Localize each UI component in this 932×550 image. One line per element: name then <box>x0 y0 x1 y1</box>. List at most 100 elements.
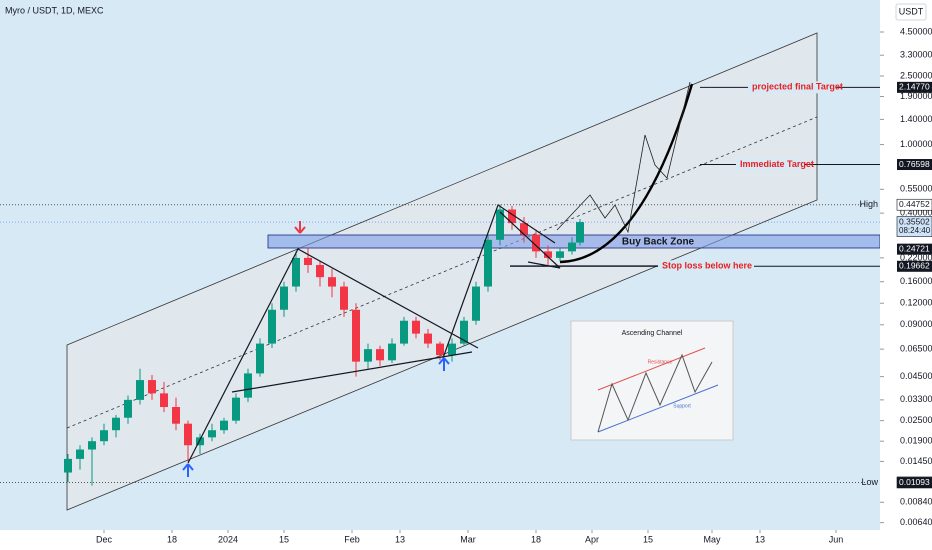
y-tick-label: 2.50000 <box>900 70 932 80</box>
x-tick-label: Feb <box>344 534 360 544</box>
target-label: projected final Target <box>752 82 843 92</box>
y-tick-label: 0.55000 <box>900 184 932 194</box>
bottom-arrow <box>182 463 194 477</box>
y-tick-label: 0.01450 <box>900 456 932 466</box>
price-badge-label: 2.14770 <box>899 82 930 92</box>
candle-body <box>316 265 324 278</box>
candle-body <box>436 343 444 356</box>
candle-body <box>148 380 156 394</box>
x-tick-label: 2024 <box>218 534 238 544</box>
inset-support-label: Support <box>673 403 691 409</box>
y-tick-label: 0.01900 <box>900 436 932 446</box>
y-tick-label: 0.09000 <box>900 319 932 329</box>
extreme-label: High <box>859 199 878 209</box>
candle-body <box>100 430 108 442</box>
price-badge-label: 0.76598 <box>899 159 930 169</box>
x-tick-label: Jun <box>829 534 844 544</box>
candle-body <box>292 257 300 287</box>
x-tick-label: 18 <box>167 534 177 544</box>
y-tick-label: 0.02500 <box>900 415 932 425</box>
price-badge <box>897 243 932 255</box>
extreme-label: Low <box>861 477 878 487</box>
y-tick-label: 0.16000 <box>900 276 932 286</box>
price-badge-label: 0.44752 <box>899 199 930 209</box>
candle-body <box>460 320 468 344</box>
candle-body <box>544 251 552 258</box>
candle-body <box>472 286 480 321</box>
inset: Ascending Channel Resistance Support <box>570 320 734 441</box>
y-tick-label: 0.40000 <box>900 208 932 218</box>
x-tick-label: Dec <box>96 534 113 544</box>
y-tick-label: 0.03300 <box>900 394 932 404</box>
y-tick-label: 3.30000 <box>900 50 932 60</box>
price-badge-label: 0.35502 <box>899 216 930 226</box>
candle-body <box>352 309 360 362</box>
candle-body <box>280 286 288 310</box>
candle-body <box>268 309 276 344</box>
inset-path <box>597 353 713 433</box>
inset-title: Ascending Channel <box>622 330 683 337</box>
currency-box <box>895 3 927 21</box>
y-tick-label: 0.04500 <box>900 371 932 381</box>
countdown: 08:24:40 <box>899 226 931 235</box>
candle-body <box>576 222 584 243</box>
candle-body <box>172 407 180 424</box>
candle-body <box>448 343 456 356</box>
candle-body <box>508 209 516 224</box>
y-tick-label: 1.40000 <box>900 114 932 124</box>
x-tick-label: 18 <box>531 534 541 544</box>
y-tick-label: 0.06500 <box>900 344 932 354</box>
candle-body <box>160 393 168 408</box>
candle-body <box>64 458 72 473</box>
x-tick-label: 13 <box>755 534 765 544</box>
candle-body <box>220 420 228 431</box>
stop-label-bg <box>658 260 754 273</box>
candle-body <box>532 234 540 252</box>
y-tick-label: 0.00840 <box>900 497 932 507</box>
x-tick-label: 15 <box>279 534 289 544</box>
price-badge-label: 0.01093 <box>899 477 930 487</box>
candle-body <box>424 333 432 344</box>
x-tick-label: 15 <box>643 534 653 544</box>
chart-title: Myro / USDT, 1D, MEXC <box>5 5 104 15</box>
candle-body <box>124 399 132 418</box>
candle-body <box>196 437 204 446</box>
price-badge <box>896 198 932 211</box>
candle-body <box>88 441 96 450</box>
candle-body <box>136 380 144 400</box>
candle-body <box>232 397 240 421</box>
currency: USDT <box>899 6 924 16</box>
candle-body <box>340 286 348 310</box>
y-tick-label: 1.00000 <box>900 139 932 149</box>
y-tick-label: 0.22000 <box>900 252 932 262</box>
inset-resistance-label: Resistance <box>648 359 673 365</box>
top-arrow <box>294 221 306 234</box>
candle-body <box>304 257 312 266</box>
price-badge <box>897 159 932 171</box>
price-badge <box>896 216 932 237</box>
price-badge <box>897 81 932 93</box>
x-tick-label: Mar <box>460 534 476 544</box>
zone-label: Buy Back Zone <box>622 237 695 248</box>
candle-body <box>496 209 504 240</box>
candle-body <box>256 343 264 374</box>
candle-body <box>520 223 528 235</box>
y-tick-label: 1.90000 <box>900 91 932 101</box>
ascending-channel <box>66 32 818 511</box>
candle-body <box>388 343 396 361</box>
inset-frame <box>570 320 734 441</box>
candle-body <box>556 251 564 258</box>
inset-support <box>597 384 719 433</box>
time-axis <box>0 530 880 550</box>
candle-body <box>376 349 384 361</box>
price-badge-label: 0.24721 <box>899 243 930 253</box>
price-badge <box>897 477 932 489</box>
candle-body <box>208 430 216 438</box>
candle-body <box>244 373 252 398</box>
target-label-bg <box>748 81 836 94</box>
candle-body <box>76 449 84 459</box>
candle-body <box>328 277 336 287</box>
y-tick-label: 0.00640 <box>900 517 932 527</box>
inset-resistance <box>597 347 706 391</box>
price-badge <box>897 260 932 272</box>
